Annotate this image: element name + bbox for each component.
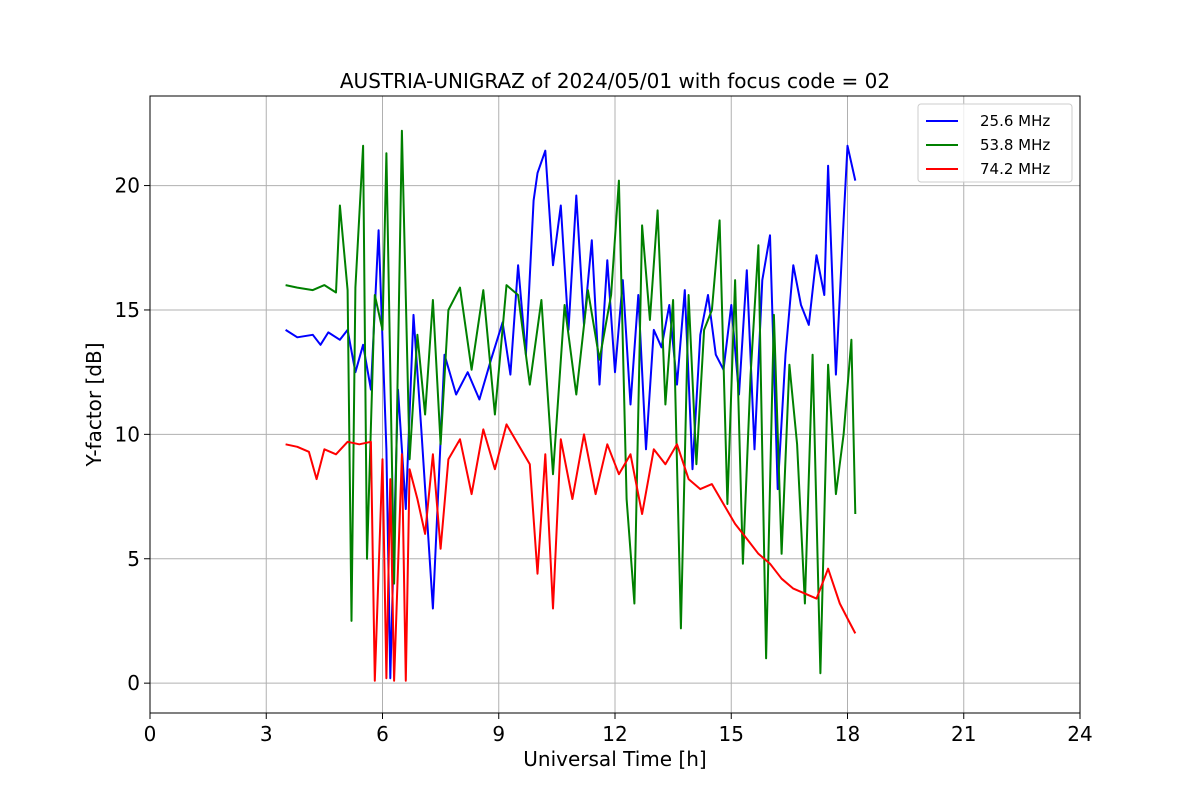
x-tick-label: 0	[144, 722, 157, 746]
legend-box	[917, 103, 1073, 183]
y-axis-label: Y-factor [dB]	[82, 342, 106, 467]
x-tick-label: 21	[951, 722, 976, 746]
chart-title: AUSTRIA-UNIGRAZ of 2024/05/01 with focus…	[340, 69, 890, 93]
x-tick-label: 24	[1067, 722, 1092, 746]
series-line-2	[285, 129, 857, 675]
series-lines	[285, 129, 857, 682]
legend-label: 25.6 MHz	[980, 112, 1050, 130]
x-axis-label: Universal Time [h]	[523, 747, 706, 771]
series-line-1	[285, 144, 857, 680]
y-tick-label: 0	[127, 671, 140, 695]
x-tick-label: 15	[719, 722, 744, 746]
series-line-3	[285, 423, 857, 682]
y-tick-label: 5	[127, 547, 140, 571]
x-tick-label: 12	[602, 722, 627, 746]
legend-label: 74.2 MHz	[980, 160, 1050, 178]
x-axis-ticks: 0 3 6 9 12 15 18 21 24	[144, 713, 1093, 746]
y-tick-label: 20	[115, 174, 140, 198]
x-tick-label: 6	[376, 722, 389, 746]
x-tick-label: 18	[835, 722, 860, 746]
y-axis-ticks: 0 5 10 15 20	[115, 174, 150, 695]
legend: 25.6 MHz 53.8 MHz 74.2 MHz	[917, 103, 1073, 183]
x-tick-label: 9	[492, 722, 505, 746]
grid-lines	[149, 96, 1081, 713]
legend-label: 53.8 MHz	[980, 136, 1050, 154]
x-tick-label: 3	[260, 722, 273, 746]
y-tick-label: 15	[115, 298, 140, 322]
y-tick-label: 10	[115, 422, 140, 446]
